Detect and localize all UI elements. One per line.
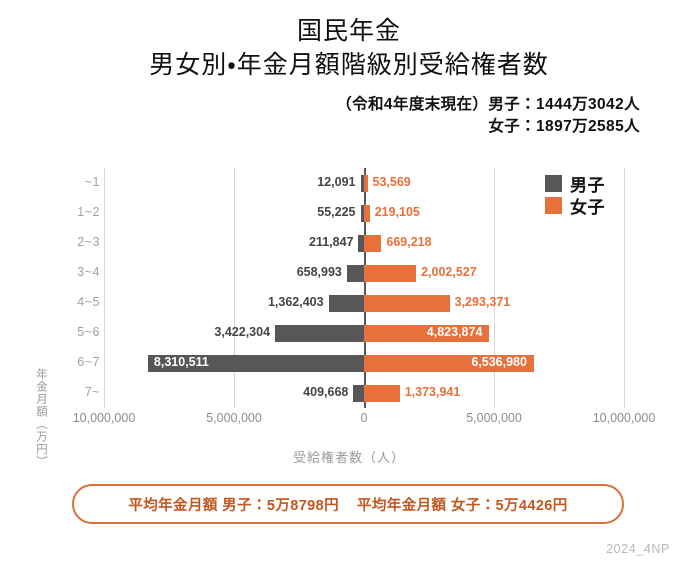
y-axis-tick-label: ~1	[84, 175, 100, 189]
gridline	[234, 168, 235, 408]
bar-male	[147, 354, 364, 372]
legend-swatch-female-icon	[545, 196, 562, 214]
bar-row: 1~2 55,225 219,105	[0, 198, 698, 228]
bar-row: 4~5 1,362,403 3,293,371	[0, 288, 698, 318]
bar-male	[358, 234, 364, 252]
x-axis-ticks: 10,000,000 5,000,000 0 5,000,000 10,000,000	[0, 411, 698, 429]
bar-male	[328, 294, 364, 312]
bar-value-label-female: 4,823,874	[426, 325, 483, 339]
gridline	[624, 168, 625, 408]
bar-value-label-female: 53,569	[372, 175, 411, 189]
y-axis-tick-label: 7~	[84, 385, 100, 399]
gridline	[104, 168, 105, 408]
x-axis-title: 受給権者数（人）	[292, 450, 405, 465]
y-axis-tick-label: 6~7	[77, 355, 100, 369]
chart-legend: 男子 女子	[545, 172, 635, 217]
bar-female	[364, 234, 382, 252]
bar-female	[364, 264, 417, 282]
footer-male-average: 平均年金月額 男子：5万8798円	[128, 497, 339, 514]
y-axis-tick-label: 3~4	[77, 265, 100, 279]
y-axis-tick-label: 1~2	[77, 205, 100, 219]
y-axis-tick-label: 2~3	[77, 235, 100, 249]
legend-item-male: 男子	[545, 172, 635, 195]
y-axis-title: 年金月額（万円）	[35, 368, 47, 468]
bar-value-label-female: 1,373,941	[404, 385, 461, 399]
bar-value-label-female: 6,536,980	[471, 355, 527, 369]
page-title: 国民年金	[296, 17, 401, 45]
bar-value-label-male: 55,225	[317, 205, 356, 219]
bar-female	[364, 174, 368, 192]
legend-label-male: 男子	[570, 175, 605, 195]
bar-value-label-male: 8,310,511	[153, 355, 209, 369]
bar-female	[364, 354, 534, 372]
bar-value-label-male: 12,091	[317, 175, 356, 189]
bar-male	[275, 324, 364, 342]
bar-row: ~1 12,091 53,569	[0, 168, 698, 198]
x-axis-tick-label: 5,000,000	[466, 411, 522, 425]
watermark: 2024_4NP	[606, 542, 670, 556]
x-axis-tick-label: 10,000,000	[592, 411, 656, 425]
zero-axis-line	[364, 168, 366, 408]
subtitle-male-total: （令和4年度末現在）男子：1444万3042人	[336, 95, 640, 113]
bar-row: 3~4 658,993 2,002,527	[0, 258, 698, 288]
grid-layer	[0, 163, 698, 408]
bar-female	[364, 294, 450, 312]
footer-note-box: 平均年金月額 男子：5万8798円 平均年金月額 女子：5万4426円	[72, 484, 624, 524]
bar-value-label-male: 409,668	[303, 385, 349, 399]
legend-swatch-male-icon	[545, 174, 562, 192]
bar-row: 2~3 211,847 669,218	[0, 228, 698, 258]
legend-item-female: 女子	[545, 194, 635, 217]
x-axis-tick-label: 10,000,000	[72, 411, 136, 425]
subtitle-female-total: 女子：1897万2585人	[488, 118, 640, 136]
x-axis-tick-label: 0	[360, 411, 368, 425]
bar-value-label-male: 658,993	[296, 265, 342, 279]
bar-value-label-male: 3,422,304	[214, 325, 271, 339]
bar-value-label-female: 219,105	[374, 205, 420, 219]
bar-value-label-female: 669,218	[386, 235, 432, 249]
legend-label-female: 女子	[570, 197, 605, 217]
bar-female	[364, 324, 490, 342]
bar-row: 5~6 3,422,304 4,823,874	[0, 318, 698, 348]
chart-plot-area: 年金月額（万円） ~1 12,091 53,569 1~2 55,225 219,105 2…	[0, 163, 698, 468]
page-subtitle: 男女別・年金月額階級別受給権者数	[149, 51, 549, 80]
bar-value-label-male: 1,362,403	[267, 295, 324, 309]
footer-female-average: 平均年金月額 女子：5万4426円	[357, 497, 568, 514]
subtitle-block: （令和4年度末現在）男子：1444万3042人 女子：1897万2585人	[0, 94, 698, 139]
y-axis-tick-label: 4~5	[77, 295, 100, 309]
bar-male	[346, 264, 364, 282]
bar-row: 7~ 409,668 1,373,941	[0, 378, 698, 408]
x-axis-tick-label: 5,000,000	[206, 411, 262, 425]
bar-value-label-female: 3,293,371	[454, 295, 511, 309]
gridline	[494, 168, 495, 408]
bar-value-label-female: 2,002,527	[421, 265, 477, 279]
bar-female	[364, 204, 370, 222]
title-block: 国民年金 男女別・年金月額階級別受給権者数	[0, 0, 698, 82]
bar-value-label-male: 211,847	[309, 235, 354, 249]
bar-female	[364, 384, 400, 402]
bar-male	[360, 174, 364, 192]
bar-male	[353, 384, 364, 402]
y-axis-tick-label: 5~6	[77, 325, 100, 339]
bar-male	[360, 204, 364, 222]
bar-row: 6~7 8,310,511 6,536,980	[0, 348, 698, 378]
